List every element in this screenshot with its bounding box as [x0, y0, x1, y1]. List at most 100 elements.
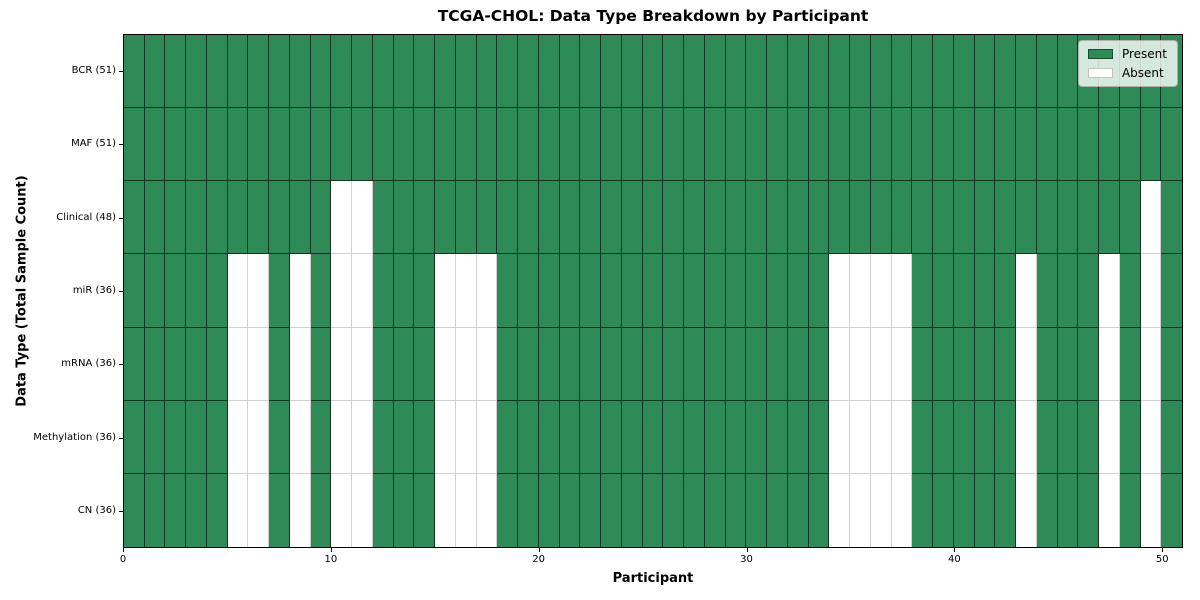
heatmap-cell-miR-24: [621, 254, 643, 328]
heatmap-cell-miR-20: [538, 254, 560, 328]
heatmap-cell-CN-25: [642, 473, 664, 547]
heatmap-cell-CN-42: [995, 473, 1017, 547]
heatmap-cell-MAF-24: [621, 108, 643, 182]
heatmap-cell-miR-26: [663, 254, 685, 328]
heatmap-cell-CN-17: [476, 473, 498, 547]
heatmap-cell-CN-2: [165, 473, 187, 547]
heatmap-cell-mRNA-17: [476, 327, 498, 401]
heatmap-cell-MAF-2: [165, 108, 187, 182]
x-tick-label-50: 50: [1155, 554, 1169, 565]
y-tick-label-Methylation: Methylation (36): [33, 431, 116, 443]
heatmap-cell-BCR-5: [227, 35, 249, 109]
x-tick-mark: [1162, 548, 1164, 552]
x-tick-label-30: 30: [740, 554, 753, 565]
heatmap-cell-Methylation-26: [663, 400, 685, 474]
heatmap-cell-Clinical-40: [953, 181, 975, 255]
heatmap-cell-Clinical-9: [310, 181, 332, 255]
heatmap-cell-BCR-41: [974, 35, 996, 109]
heatmap-cell-CN-29: [725, 473, 747, 547]
x-tick-label-10: 10: [324, 554, 338, 565]
heatmap-cell-CN-23: [601, 473, 622, 547]
heatmap-cell-miR-27: [684, 254, 705, 328]
x-tick-label-20: 20: [532, 554, 546, 565]
heatmap-cell-mRNA-35: [850, 327, 871, 401]
heatmap-cell-CN-39: [933, 473, 954, 547]
heatmap-cell-miR-47: [1099, 254, 1120, 328]
heatmap-cell-CN-15: [435, 473, 456, 547]
heatmap-cell-miR-25: [642, 254, 664, 328]
heatmap-cell-BCR-19: [518, 35, 539, 109]
heatmap-cell-Methylation-23: [601, 400, 622, 474]
heatmap-cell-MAF-9: [310, 108, 332, 182]
heatmap-cell-Clinical-21: [559, 181, 581, 255]
heatmap-cell-mRNA-18: [497, 327, 519, 401]
heatmap-cell-mRNA-29: [725, 327, 747, 401]
heatmap-cell-CN-7: [269, 473, 290, 547]
heatmap-cell-BCR-3: [186, 35, 207, 109]
heatmap-cell-Methylation-49: [1140, 400, 1162, 474]
heatmap-cell-Clinical-10: [331, 181, 353, 255]
heatmap-cell-MAF-50: [1161, 108, 1182, 182]
heatmap-cell-Methylation-32: [787, 400, 809, 474]
heatmap-cell-CN-48: [1119, 473, 1141, 547]
x-tick-mark: [746, 548, 748, 552]
y-tick-label-mRNA: mRNA (36): [61, 358, 116, 370]
heatmap-cell-MAF-40: [953, 108, 975, 182]
heatmap-cell-miR-44: [1036, 254, 1058, 328]
heatmap-cell-miR-0: [124, 254, 145, 328]
heatmap-cell-Clinical-19: [518, 181, 539, 255]
heatmap-cell-miR-34: [829, 254, 851, 328]
heatmap-cell-Clinical-46: [1078, 181, 1100, 255]
heatmap-cell-BCR-39: [933, 35, 954, 109]
heatmap-cell-mRNA-44: [1036, 327, 1058, 401]
heatmap-cell-Clinical-33: [808, 181, 830, 255]
heatmap-cell-BCR-2: [165, 35, 187, 109]
heatmap-cell-mRNA-43: [1016, 327, 1037, 401]
heatmap-cell-Clinical-36: [870, 181, 892, 255]
heatmap-cell-mRNA-9: [310, 327, 332, 401]
heatmap-cell-Methylation-7: [269, 400, 290, 474]
heatmap-cell-MAF-36: [870, 108, 892, 182]
heatmap-cell-BCR-37: [891, 35, 913, 109]
heatmap-cell-BCR-1: [144, 35, 166, 109]
heatmap-cell-Clinical-1: [144, 181, 166, 255]
heatmap-cell-Clinical-34: [829, 181, 851, 255]
heatmap-cell-CN-40: [953, 473, 975, 547]
heatmap-cell-Methylation-39: [933, 400, 954, 474]
heatmap-cell-MAF-49: [1140, 108, 1162, 182]
heatmap-cell-MAF-6: [248, 108, 270, 182]
heatmap-cell-miR-18: [497, 254, 519, 328]
heatmap-cell-miR-14: [414, 254, 436, 328]
heatmap-cell-MAF-21: [559, 108, 581, 182]
y-tick-mark: [119, 437, 123, 439]
heatmap-cell-MAF-13: [393, 108, 415, 182]
heatmap-cell-Methylation-13: [393, 400, 415, 474]
heatmap-cell-miR-6: [248, 254, 270, 328]
heatmap-cell-CN-21: [559, 473, 581, 547]
heatmap-cell-BCR-20: [538, 35, 560, 109]
heatmap-cell-MAF-46: [1078, 108, 1100, 182]
heatmap-cell-BCR-13: [393, 35, 415, 109]
heatmap-cell-Methylation-44: [1036, 400, 1058, 474]
heatmap-cell-CN-1: [144, 473, 166, 547]
heatmap-cell-miR-39: [933, 254, 954, 328]
heatmap-cell-Methylation-14: [414, 400, 436, 474]
heatmap-cell-mRNA-32: [787, 327, 809, 401]
heatmap-cell-BCR-17: [476, 35, 498, 109]
heatmap-cell-Clinical-50: [1161, 181, 1182, 255]
heatmap-cell-Clinical-42: [995, 181, 1017, 255]
heatmap-cell-CN-47: [1099, 473, 1120, 547]
heatmap-cell-MAF-30: [746, 108, 768, 182]
heatmap-cell-miR-36: [870, 254, 892, 328]
heatmap-cell-CN-46: [1078, 473, 1100, 547]
heatmap-cell-Methylation-15: [435, 400, 456, 474]
heatmap-cell-mRNA-30: [746, 327, 768, 401]
heatmap-cell-CN-18: [497, 473, 519, 547]
heatmap-cell-miR-28: [704, 254, 726, 328]
heatmap-cell-CN-19: [518, 473, 539, 547]
x-tick-label-0: 0: [119, 554, 127, 565]
heatmap-cell-miR-33: [808, 254, 830, 328]
heatmap-cell-Methylation-50: [1161, 400, 1182, 474]
heatmap-cell-BCR-22: [580, 35, 602, 109]
